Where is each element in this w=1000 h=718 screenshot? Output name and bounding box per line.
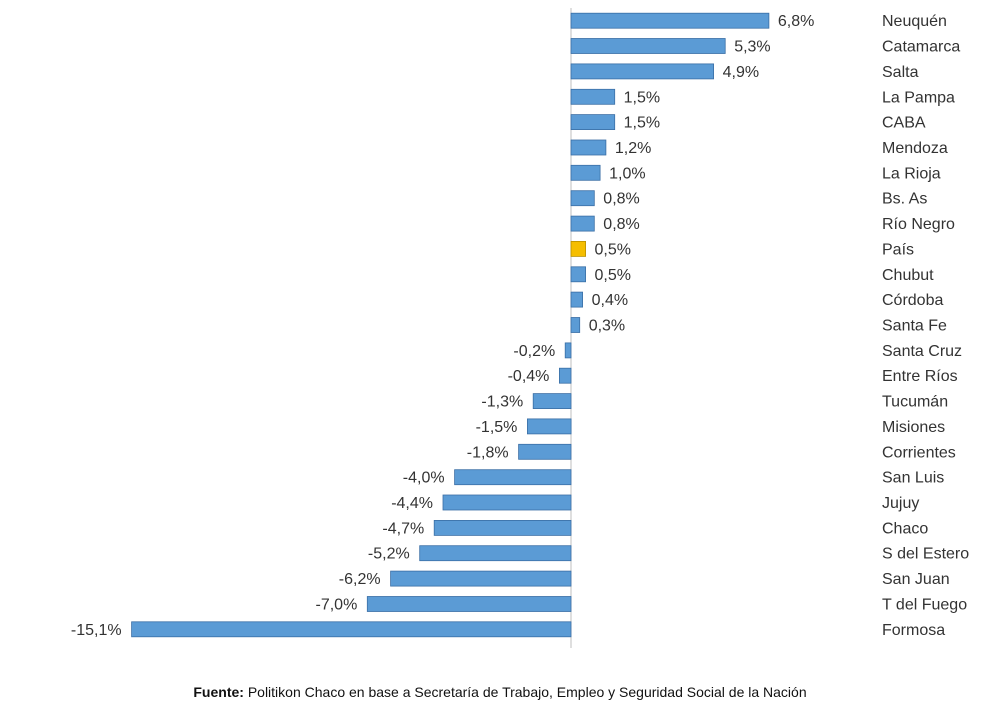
- bar-20: [433, 520, 572, 536]
- bar-4: [570, 114, 616, 130]
- value-label-2: 4,9%: [723, 64, 759, 81]
- value-label-0: 6,8%: [778, 13, 814, 30]
- bar-11: [570, 291, 584, 308]
- bar-14: [559, 367, 572, 384]
- bar-5: [570, 139, 607, 156]
- bars-layer: 6,8% Neuquén 5,3% Catamarca 4,9% Salta 1,5% La …: [71, 12, 969, 639]
- category-label-9: País: [882, 241, 914, 258]
- value-label-7: 0,8%: [603, 191, 639, 208]
- bar-18: [454, 469, 572, 486]
- category-label-5: Mendoza: [882, 140, 948, 157]
- bar-8: [570, 215, 595, 232]
- category-label-0: Neuquén: [882, 13, 947, 30]
- value-label-22: -6,2%: [339, 571, 381, 588]
- value-label-17: -1,8%: [467, 444, 509, 461]
- category-label-12: Santa Fe: [882, 318, 947, 335]
- category-label-10: Chubut: [882, 267, 934, 284]
- category-label-18: San Luis: [882, 470, 944, 487]
- bar-17: [518, 443, 572, 460]
- value-label-19: -4,4%: [391, 495, 433, 512]
- bar-2: [570, 63, 715, 80]
- category-label-11: Córdoba: [882, 292, 943, 309]
- bar-9: [570, 240, 587, 257]
- bar-21: [419, 545, 572, 562]
- bar-3: [570, 88, 616, 105]
- bar-0: [570, 12, 770, 29]
- value-label-24: -15,1%: [71, 622, 122, 639]
- category-label-7: Bs. As: [882, 191, 927, 208]
- category-label-19: Jujuy: [882, 495, 919, 512]
- value-label-14: -0,4%: [508, 368, 550, 385]
- bar-10: [570, 266, 587, 283]
- source-text: Politikon Chaco en base a Secretaría de …: [243, 684, 807, 700]
- category-label-16: Misiones: [882, 419, 945, 436]
- bar-23: [366, 596, 572, 612]
- bar-7: [570, 190, 595, 207]
- value-label-16: -1,5%: [476, 419, 518, 436]
- category-label-8: Río Negro: [882, 216, 955, 233]
- bar-16: [527, 418, 572, 435]
- value-label-18: -4,0%: [403, 470, 445, 487]
- category-label-24: Formosa: [882, 622, 945, 639]
- category-label-20: Chaco: [882, 520, 928, 537]
- category-label-21: S del Estero: [882, 546, 969, 563]
- value-label-4: 1,5%: [624, 115, 660, 132]
- category-label-14: Entre Ríos: [882, 368, 958, 385]
- bar-15: [532, 393, 572, 410]
- value-label-10: 0,5%: [595, 267, 631, 284]
- category-label-1: Catamarca: [882, 39, 960, 56]
- value-label-6: 1,0%: [609, 165, 645, 182]
- category-label-3: La Pampa: [882, 89, 955, 106]
- bar-1: [570, 38, 726, 54]
- value-label-3: 1,5%: [624, 89, 660, 106]
- value-label-21: -5,2%: [368, 546, 410, 563]
- value-label-5: 1,2%: [615, 140, 651, 157]
- bar-19: [442, 494, 572, 511]
- source-note: Fuente: Politikon Chaco en base a Secret…: [0, 684, 1000, 700]
- bar-6: [570, 164, 601, 181]
- bar-13: [564, 342, 572, 359]
- value-label-13: -0,2%: [513, 343, 555, 360]
- value-label-8: 0,8%: [603, 216, 639, 233]
- category-label-2: Salta: [882, 64, 919, 81]
- bar-22: [390, 570, 572, 587]
- value-label-9: 0,5%: [595, 241, 631, 258]
- bar-24: [131, 621, 572, 638]
- value-label-20: -4,7%: [382, 520, 424, 537]
- value-label-1: 5,3%: [734, 39, 770, 56]
- value-label-11: 0,4%: [592, 292, 628, 309]
- value-label-12: 0,3%: [589, 318, 625, 335]
- category-label-13: Santa Cruz: [882, 343, 962, 360]
- value-label-23: -7,0%: [316, 597, 358, 614]
- source-label: Fuente:: [193, 684, 244, 700]
- category-label-23: T del Fuego: [882, 597, 967, 614]
- category-label-15: Tucumán: [882, 394, 948, 411]
- category-label-6: La Rioja: [882, 165, 941, 182]
- value-label-15: -1,3%: [481, 394, 523, 411]
- category-label-22: San Juan: [882, 571, 950, 588]
- category-label-17: Corrientes: [882, 444, 956, 461]
- bar-12: [570, 317, 581, 333]
- category-label-4: CABA: [882, 115, 926, 132]
